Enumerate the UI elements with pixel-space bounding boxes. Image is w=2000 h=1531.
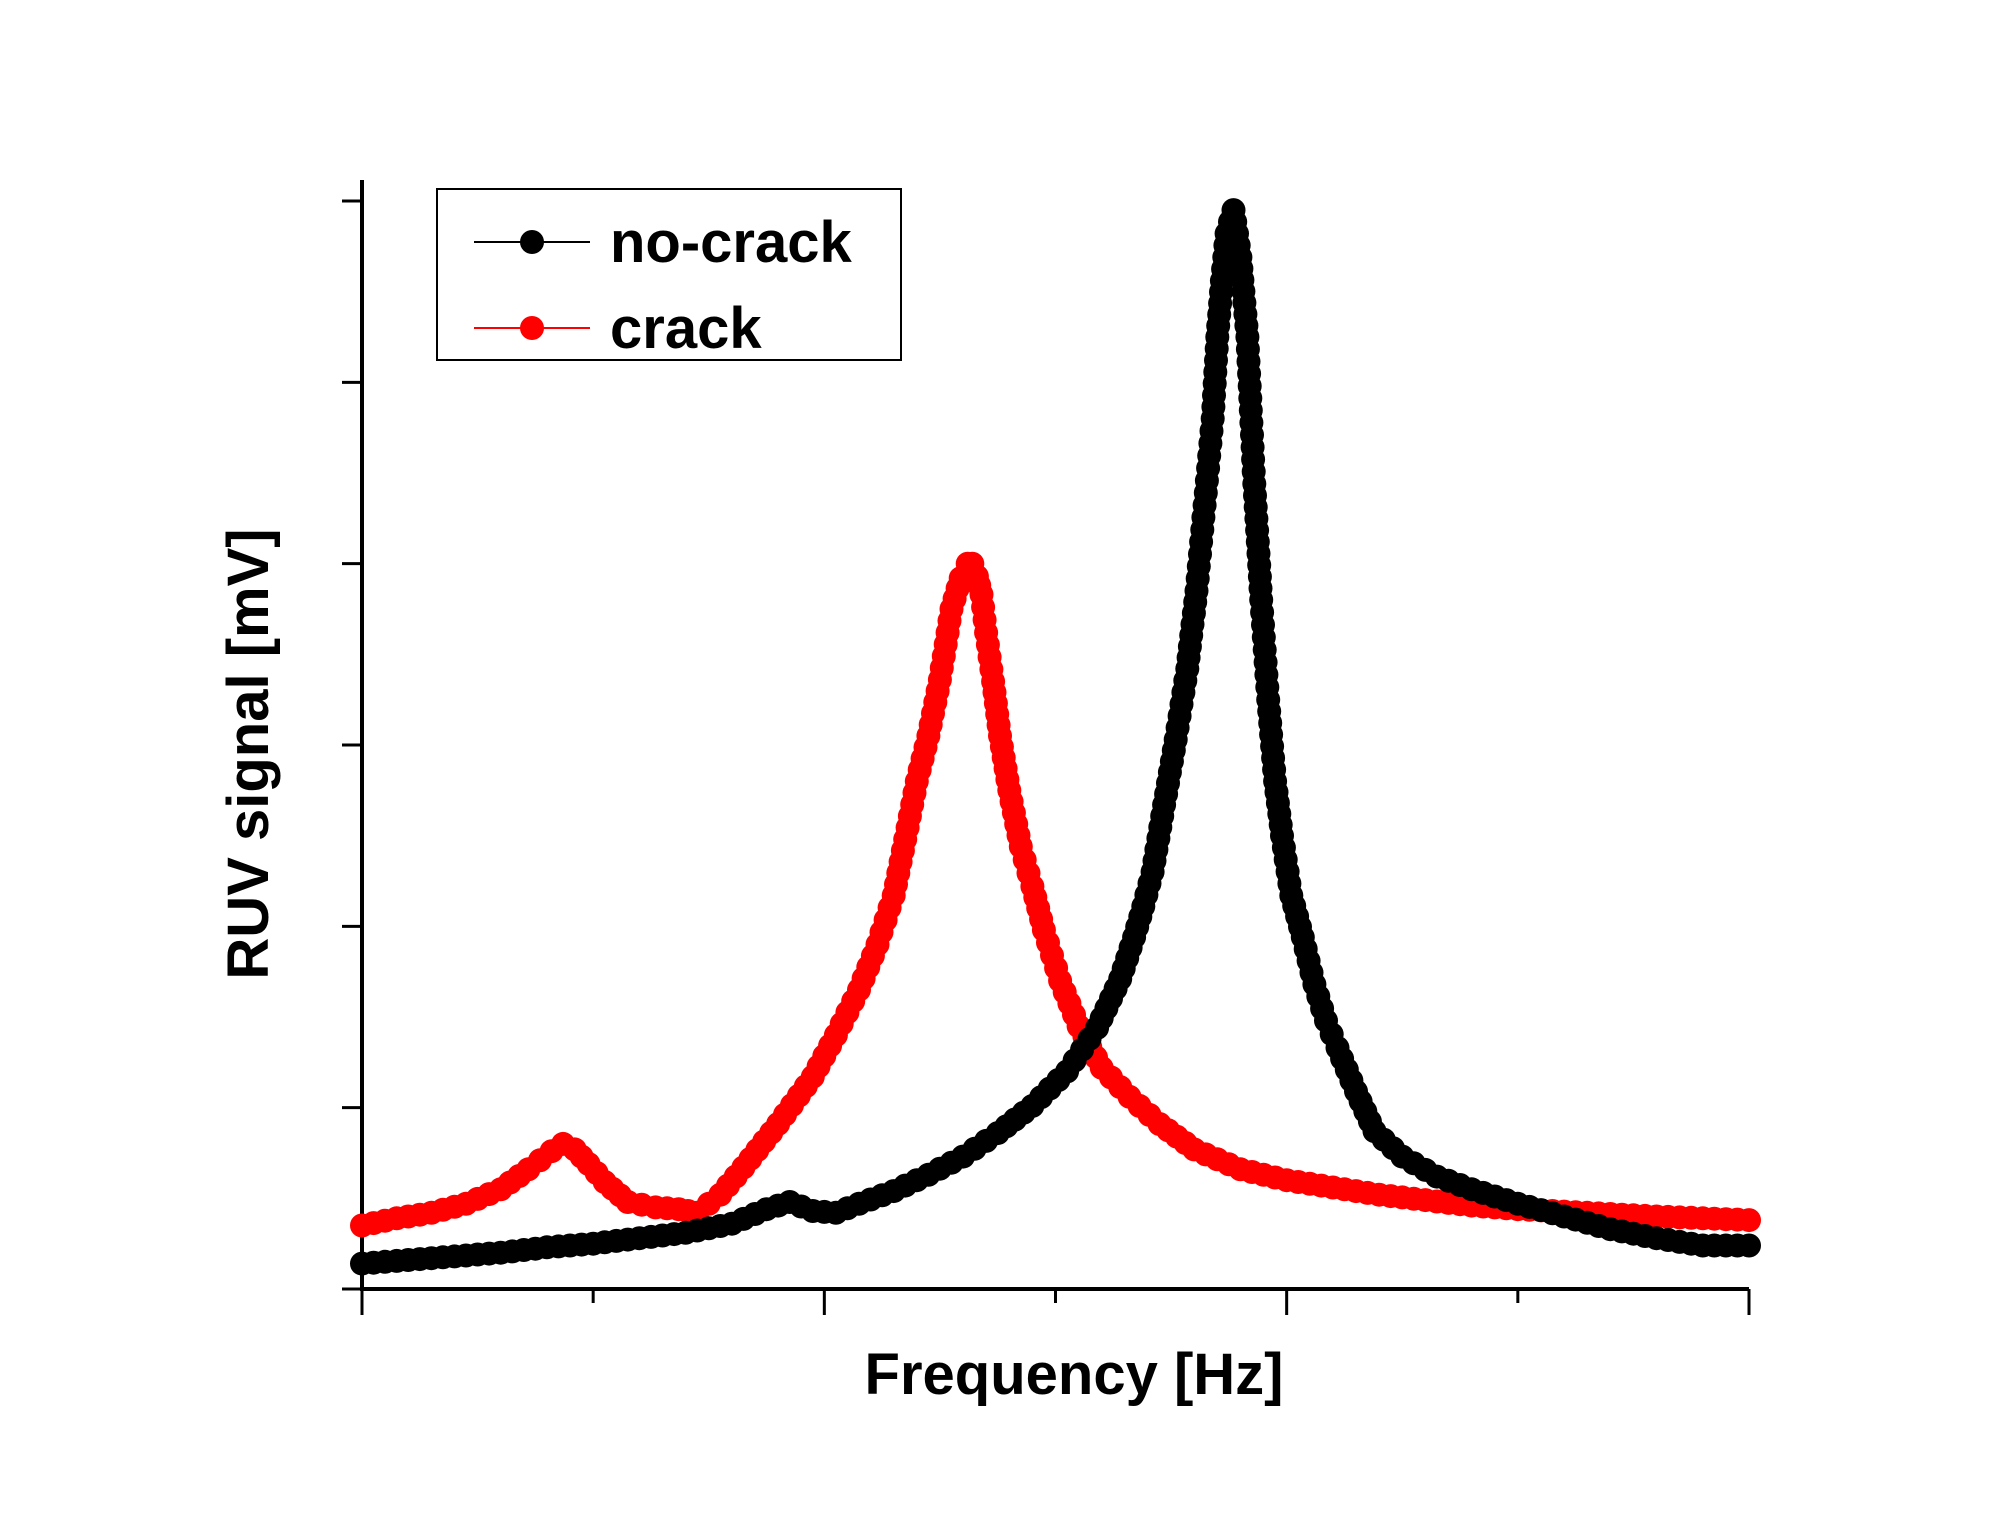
- legend-label-no-crack: no-crack: [610, 210, 853, 275]
- y-axis-title: RUV signal [mV]: [216, 528, 281, 979]
- series-crack: [350, 551, 1761, 1238]
- legend-box: [436, 188, 902, 361]
- series-no-crack: [350, 198, 1761, 1276]
- plot-area: [342, 180, 1761, 1315]
- series-line-no-crack: [361, 209, 1749, 1265]
- data-point-no-crack: [1737, 1233, 1761, 1258]
- legend-marker-crack: [520, 316, 544, 340]
- x-ticks: [360, 1289, 1751, 1315]
- legend-marker-no-crack: [520, 230, 544, 254]
- x-axis-title: Frequency [Hz]: [865, 1342, 1284, 1407]
- series-line-crack: [361, 562, 1750, 1227]
- legend: no-crack crack: [436, 188, 902, 361]
- y-ticks: [342, 199, 362, 1291]
- legend-label-crack: crack: [610, 296, 762, 361]
- data-point-crack: [1737, 1208, 1761, 1233]
- series-layer: [350, 198, 1761, 1276]
